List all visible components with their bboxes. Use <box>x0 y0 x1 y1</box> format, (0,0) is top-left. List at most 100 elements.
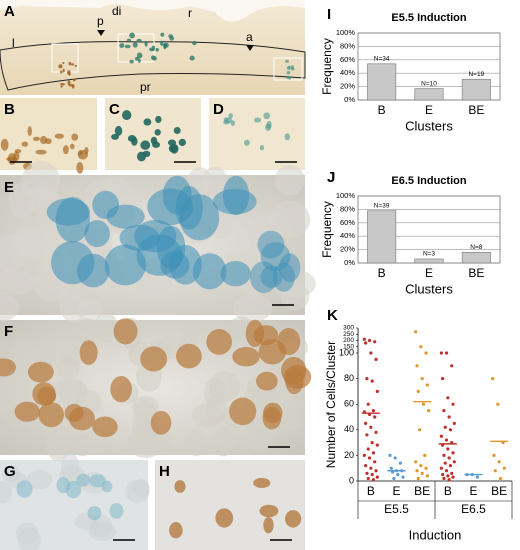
data-point <box>374 357 378 361</box>
data-point <box>446 474 450 478</box>
data-point <box>420 377 424 381</box>
cell <box>132 395 159 419</box>
cell <box>38 402 65 428</box>
cell <box>0 292 20 322</box>
cell <box>284 133 291 141</box>
x-axis-label: Induction <box>409 527 462 542</box>
cell <box>44 138 52 145</box>
cell <box>16 480 33 498</box>
bar-annotation: N=34 <box>374 56 390 63</box>
data-point <box>401 475 405 479</box>
data-point <box>420 471 424 475</box>
cell <box>110 376 132 403</box>
cell <box>155 115 162 124</box>
data-point <box>374 469 378 473</box>
cell <box>32 136 41 142</box>
data-point <box>367 338 372 343</box>
cell <box>290 65 295 69</box>
data-point <box>364 421 368 425</box>
data-point <box>441 473 445 477</box>
data-point <box>392 476 396 481</box>
panel-label: I <box>327 6 331 23</box>
cell <box>60 85 63 88</box>
data-point <box>448 428 453 432</box>
x-tick-label: E <box>425 266 433 280</box>
cell <box>76 473 91 487</box>
cell <box>109 503 124 519</box>
cell <box>191 403 223 428</box>
data-point <box>439 466 443 470</box>
y-tick-label: 300 <box>343 325 354 332</box>
cell <box>206 329 233 355</box>
cell <box>84 220 110 248</box>
data-point <box>446 396 450 400</box>
cell <box>154 129 161 136</box>
cell <box>0 481 12 504</box>
data-point <box>475 475 479 479</box>
cell <box>94 312 118 343</box>
x-tick-label: E <box>469 484 477 498</box>
cell <box>173 127 181 134</box>
cell <box>113 318 138 345</box>
panel-label: G <box>4 463 16 480</box>
y-tick-label: 60 <box>344 399 354 409</box>
data-point <box>373 340 377 344</box>
data-point <box>448 464 453 468</box>
cell <box>215 508 234 528</box>
bar-annotation: N=19 <box>468 71 484 78</box>
cell <box>54 133 65 139</box>
cell <box>285 59 289 63</box>
cell <box>189 55 195 61</box>
data-point <box>371 478 376 482</box>
image-detail <box>0 32 316 550</box>
cell <box>229 397 257 426</box>
data-point <box>439 434 443 438</box>
cell <box>46 429 69 461</box>
data-point <box>365 433 369 437</box>
data-point <box>451 475 455 479</box>
cell <box>124 44 131 49</box>
cell <box>178 138 186 147</box>
cell <box>212 188 257 215</box>
cell <box>136 52 143 59</box>
cell <box>244 421 275 451</box>
data-point <box>450 364 454 368</box>
cell <box>126 430 155 452</box>
cell <box>192 40 197 46</box>
data-point <box>369 466 373 470</box>
cell <box>136 38 142 43</box>
image-a <box>0 0 306 95</box>
cell <box>56 356 80 381</box>
cell <box>265 123 271 131</box>
cell <box>76 253 110 288</box>
y-tick-label: 80% <box>340 204 355 213</box>
x-tick-label: BE <box>491 484 507 498</box>
data-point <box>369 425 373 429</box>
cell <box>208 371 241 402</box>
data-point <box>452 421 456 425</box>
data-point <box>370 441 374 445</box>
cell <box>170 143 179 154</box>
data-point <box>375 389 379 393</box>
x-tick-label: B <box>378 266 386 280</box>
bar <box>367 63 397 101</box>
data-point <box>373 415 377 419</box>
y-tick-label: 20 <box>344 450 354 460</box>
cell <box>129 32 136 39</box>
data-point <box>427 409 431 413</box>
cell <box>176 343 202 369</box>
panel-label: J <box>327 169 335 186</box>
bar-annotation: N=10 <box>421 80 437 87</box>
data-point <box>393 456 397 460</box>
data-point <box>446 447 450 451</box>
y-tick-label: 40 <box>344 424 354 434</box>
cell <box>129 59 134 64</box>
y-tick-label: 80 <box>344 373 354 383</box>
data-point <box>421 402 426 406</box>
cell <box>0 234 29 273</box>
cell <box>90 515 113 538</box>
image-annotation: a <box>246 30 253 44</box>
data-point <box>375 443 379 447</box>
cell <box>35 149 47 155</box>
chart-title: E6.5 Induction <box>391 175 466 187</box>
